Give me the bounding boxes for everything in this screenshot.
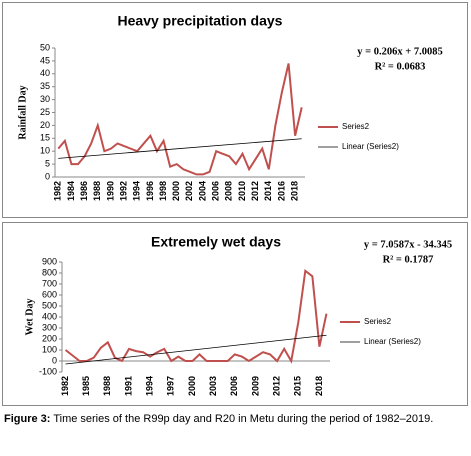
y-tick-label: 200 — [42, 333, 57, 343]
x-tick-label: 2012 — [271, 376, 281, 396]
y-tick-label: 30 — [40, 94, 50, 104]
y-tick-label: 400 — [42, 311, 57, 321]
data-line — [57, 63, 303, 176]
y-axis-title: Wet Day — [24, 299, 35, 336]
x-tick-label: 1984 — [66, 181, 76, 201]
x-tick-label: 2012 — [250, 181, 260, 201]
x-tick-label: 1982 — [60, 376, 70, 396]
x-tick-label: 1998 — [158, 181, 168, 201]
y-tick-label: 0 — [45, 171, 50, 181]
y-tick-label: 300 — [42, 322, 57, 332]
y-tick-label: 5 — [45, 158, 50, 168]
x-tick-label: 2014 — [263, 181, 273, 201]
y-tick-label: 20 — [40, 120, 50, 130]
x-tick-label: 2015 — [293, 376, 303, 396]
x-tick-label: 1994 — [132, 181, 142, 201]
x-tick-label: 1985 — [81, 376, 91, 396]
y-tick-label: 40 — [40, 68, 50, 78]
y-tick-label: 100 — [42, 344, 57, 354]
x-tick-label: 1990 — [105, 181, 115, 201]
x-tick-label: 2004 — [197, 181, 207, 201]
x-tick-label: 1996 — [145, 181, 155, 201]
x-tick-label: 2010 — [237, 181, 247, 201]
chart-title: Extremely wet days — [151, 234, 281, 250]
y-tick-label: 900 — [42, 256, 57, 266]
trend-equation: y = 7.0587x - 34.345 — [364, 239, 452, 250]
x-tick-label: 2006 — [211, 181, 221, 201]
x-tick-label: 1988 — [102, 376, 112, 396]
legend-label: Linear (Series2) — [342, 142, 399, 151]
chart-frame — [2, 222, 468, 406]
x-tick-label: 1994 — [145, 376, 155, 396]
x-tick-label: 1986 — [79, 181, 89, 201]
x-tick-label: 1991 — [123, 376, 133, 396]
x-tick-label: 2006 — [229, 376, 239, 396]
x-tick-label: 2002 — [184, 181, 194, 201]
x-tick-label: 2009 — [250, 376, 260, 396]
y-tick-label: -100 — [39, 366, 57, 376]
trend-r2: R² = 0.0683 — [375, 61, 426, 72]
x-tick-label: 2008 — [224, 181, 234, 201]
figure: Heavy precipitation days Rainfall Day 0 5 10… — [2, 2, 468, 406]
data-line — [64, 268, 328, 364]
y-tick-label: 700 — [42, 278, 57, 288]
caption: Figure 3: Time series of the R99p day an… — [4, 412, 466, 426]
x-tick-label: 2000 — [187, 376, 197, 396]
y-tick-label: 600 — [42, 289, 57, 299]
legend-label: Series2 — [342, 122, 370, 131]
x-tick-label: 2016 — [276, 181, 286, 201]
x-tick-label: 1982 — [53, 181, 63, 201]
y-tick-label: 45 — [40, 55, 50, 65]
caption-text: Time series of the R99p day and R20 in M… — [53, 413, 434, 425]
chart-frame — [2, 2, 468, 218]
trend-equation: y = 0.206x + 7.0085 — [357, 46, 442, 57]
y-tick-label: 800 — [42, 267, 57, 277]
chart-title: Heavy precipitation days — [118, 13, 283, 29]
trend-line — [58, 138, 302, 159]
legend-label: Series2 — [364, 317, 392, 326]
x-tick-label: 2018 — [314, 376, 324, 396]
y-tick-label: 35 — [40, 81, 50, 91]
y-tick-label: 0 — [52, 355, 57, 365]
y-tick-label: 500 — [42, 300, 57, 310]
y-axis-title: Rainfall Day — [17, 85, 28, 139]
trend-line — [65, 334, 327, 365]
trend-r2: R² = 0.1787 — [383, 254, 434, 265]
y-tick-label: 50 — [40, 42, 50, 52]
x-tick-label: 2018 — [290, 181, 300, 201]
x-tick-label: 1988 — [92, 181, 102, 201]
y-tick-label: 10 — [40, 146, 50, 156]
y-tick-label: 25 — [40, 107, 50, 117]
x-tick-label: 1992 — [118, 181, 128, 201]
legend-label: Linear (Series2) — [364, 337, 421, 346]
y-tick-label: 15 — [40, 133, 50, 143]
x-tick-label: 2000 — [171, 181, 181, 201]
x-tick-label: 2003 — [208, 376, 218, 396]
x-tick-label: 1997 — [166, 376, 176, 396]
caption-label: Figure 3: — [4, 413, 51, 425]
